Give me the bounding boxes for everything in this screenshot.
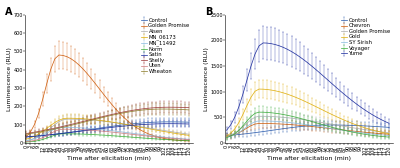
Legend: Control, Chevron, Golden Promise, Gold, SY Sirish, Voyager, Yume: Control, Chevron, Golden Promise, Gold, … [340, 17, 390, 57]
Y-axis label: Luminescence (RLU): Luminescence (RLU) [204, 47, 209, 111]
Y-axis label: Luminescence (RLU): Luminescence (RLU) [7, 47, 12, 111]
X-axis label: Time after elicitation (min): Time after elicitation (min) [267, 156, 351, 161]
Text: A: A [5, 7, 12, 17]
Legend: Control, Golden Promise, Aisen, MN_06173, MN_11492, Norm, Satin, Shelly, Uten, W: Control, Golden Promise, Aisen, MN_06173… [140, 17, 190, 75]
X-axis label: Time after elicitation (min): Time after elicitation (min) [67, 156, 151, 161]
Text: B: B [205, 7, 212, 17]
